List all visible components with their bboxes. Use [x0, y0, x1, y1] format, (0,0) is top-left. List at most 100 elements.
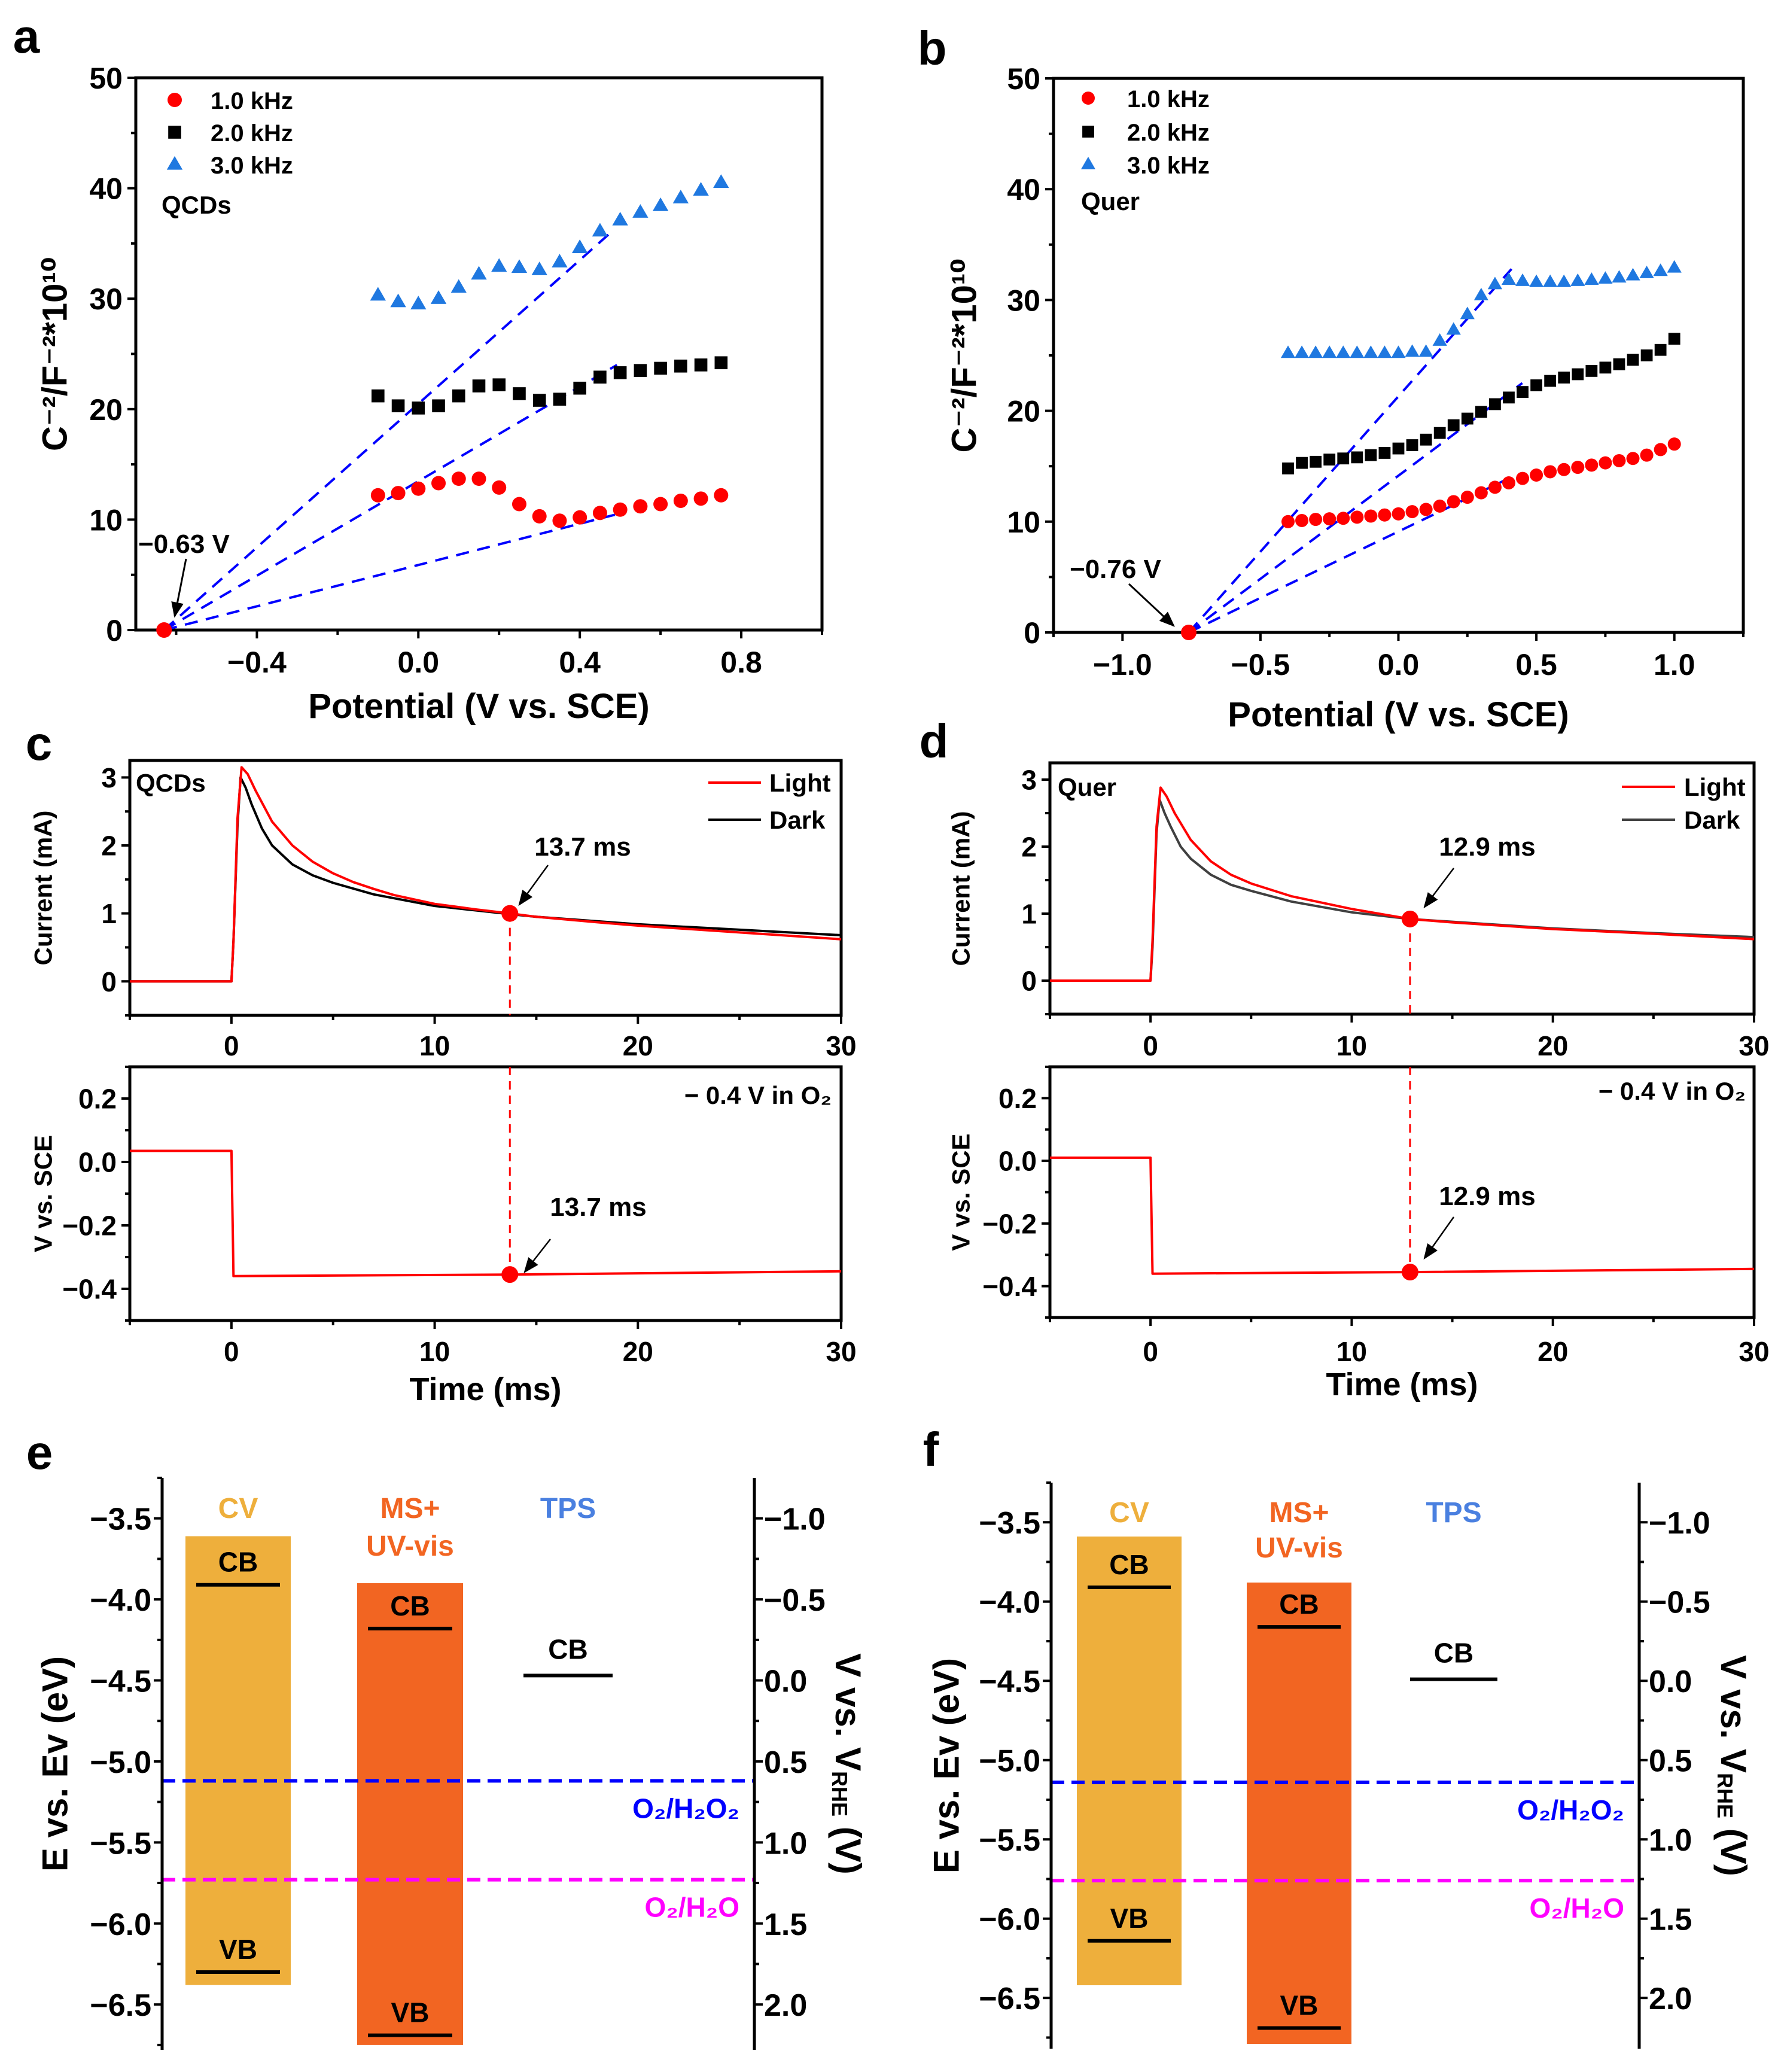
time-marker-arrow — [518, 865, 549, 906]
data-point — [391, 486, 406, 501]
fit-line — [163, 364, 618, 631]
y-tick-label: 0.0 — [998, 1146, 1037, 1177]
data-point — [1475, 406, 1487, 418]
data-point — [1420, 433, 1432, 446]
series-2-0-khz — [372, 356, 728, 415]
data-point — [573, 510, 587, 525]
panel-e: CV CB VB MS+ UV-vis CB VB TPS CB O₂/H₂O₂ O₂/H₂O −3.… — [26, 1426, 869, 2050]
y-tick-label: 2 — [101, 830, 117, 862]
y-tick-label: −6.5 — [979, 1982, 1040, 2016]
data-point — [653, 497, 668, 512]
right-y-tick-label: 1.5 — [764, 1907, 807, 1942]
cb-label: CB — [218, 1547, 258, 1578]
x-tick-label: 0 — [224, 1336, 239, 1367]
x-tick-label: 0.4 — [559, 646, 601, 679]
time-marker-label: 12.9 ms — [1439, 832, 1535, 862]
data-point — [634, 364, 647, 377]
data-point — [1544, 375, 1557, 387]
y-tick-label: −4.0 — [90, 1583, 151, 1618]
data-point — [693, 491, 708, 506]
x-axis-label: Time (ms) — [409, 1371, 561, 1407]
data-point — [613, 502, 628, 517]
y-axis-label: V vs. SCE — [29, 1135, 57, 1252]
x-tick-label: 0.0 — [398, 646, 440, 679]
data-point — [613, 366, 627, 379]
y-tick-label: 20 — [89, 393, 123, 427]
right-y-tick-label: 1.0 — [1649, 1823, 1692, 1858]
data-point — [1336, 512, 1350, 525]
data-point — [1419, 503, 1433, 516]
method-label: UV-vis — [1255, 1532, 1343, 1564]
data-point — [1529, 274, 1544, 287]
reference-potential-label: O₂/H₂O — [1530, 1893, 1624, 1924]
legend-label: 2.0 kHz — [211, 120, 293, 147]
data-point — [654, 361, 667, 375]
y-tick-label: −4.5 — [979, 1665, 1040, 1699]
data-point — [1323, 454, 1336, 465]
y-tick-label: 30 — [1007, 284, 1040, 317]
data-point — [431, 476, 446, 491]
data-point — [1625, 267, 1640, 281]
data-point — [1378, 508, 1392, 522]
data-point — [592, 506, 607, 521]
data-point — [1351, 451, 1363, 464]
series-2-0-khz — [1282, 333, 1680, 474]
right-y-tick-label: 0.5 — [1649, 1744, 1692, 1779]
data-point — [1336, 345, 1351, 358]
data-point — [492, 378, 506, 391]
intercept-point — [1180, 625, 1197, 640]
data-point — [452, 389, 465, 403]
data-point — [1309, 513, 1323, 527]
data-point — [633, 499, 648, 514]
data-point — [1308, 345, 1323, 358]
data-point — [1433, 427, 1446, 439]
right-y-tick-label: 2.0 — [1649, 1982, 1692, 2016]
y-tick-label: −5.5 — [90, 1826, 151, 1861]
legend-marker — [1080, 157, 1096, 169]
data-point — [1598, 271, 1613, 284]
x-tick-label: 0.8 — [720, 646, 762, 679]
right-y-tick-label: 1.0 — [764, 1826, 807, 1861]
series-line-light — [1050, 786, 1755, 982]
data-point — [1557, 274, 1572, 287]
x-axis-label: Potential (V vs. SCE) — [1228, 695, 1569, 734]
data-point — [491, 258, 507, 272]
sample-label: QCDs — [136, 769, 206, 797]
data-point — [531, 261, 547, 275]
data-point — [1612, 270, 1627, 283]
data-point — [390, 293, 406, 308]
y-tick-label: 3 — [1021, 765, 1037, 796]
data-point — [1639, 265, 1654, 278]
intercept-point — [156, 622, 172, 638]
method-label: UV-vis — [366, 1531, 454, 1562]
method-label: CV — [218, 1493, 258, 1525]
sample-label: Quer — [1058, 773, 1116, 801]
legend-marker — [166, 156, 183, 170]
data-point — [1446, 322, 1461, 335]
data-point — [1517, 386, 1529, 398]
y-tick-label: 30 — [89, 282, 123, 316]
data-point — [571, 239, 588, 253]
band-bar — [185, 1536, 291, 1985]
x-tick-label: 0.0 — [1378, 648, 1420, 681]
y-tick-label: 50 — [89, 62, 123, 95]
y-tick-label: 20 — [1007, 395, 1040, 428]
vb-label: VB — [1110, 1903, 1149, 1934]
data-point — [432, 399, 445, 413]
data-point — [612, 211, 628, 226]
data-point — [573, 381, 586, 395]
data-point — [1460, 306, 1475, 320]
y-tick-label: 0 — [1021, 966, 1037, 997]
data-point — [472, 379, 486, 393]
time-marker-point — [501, 905, 519, 922]
fit-line — [163, 510, 627, 631]
data-point — [1626, 452, 1640, 465]
y-axis-label: C⁻²/F⁻²*10¹⁰ — [36, 257, 75, 451]
data-point — [1294, 345, 1310, 358]
panel-label: d — [920, 714, 949, 768]
x-tick-label: 10 — [1336, 1336, 1367, 1367]
intercept-annotation: −0.76 V — [1070, 555, 1162, 584]
y-tick-label: 10 — [1007, 506, 1040, 539]
annotation-arrow — [1128, 583, 1175, 627]
column-cv: CV CB VB — [1077, 1497, 1182, 1986]
